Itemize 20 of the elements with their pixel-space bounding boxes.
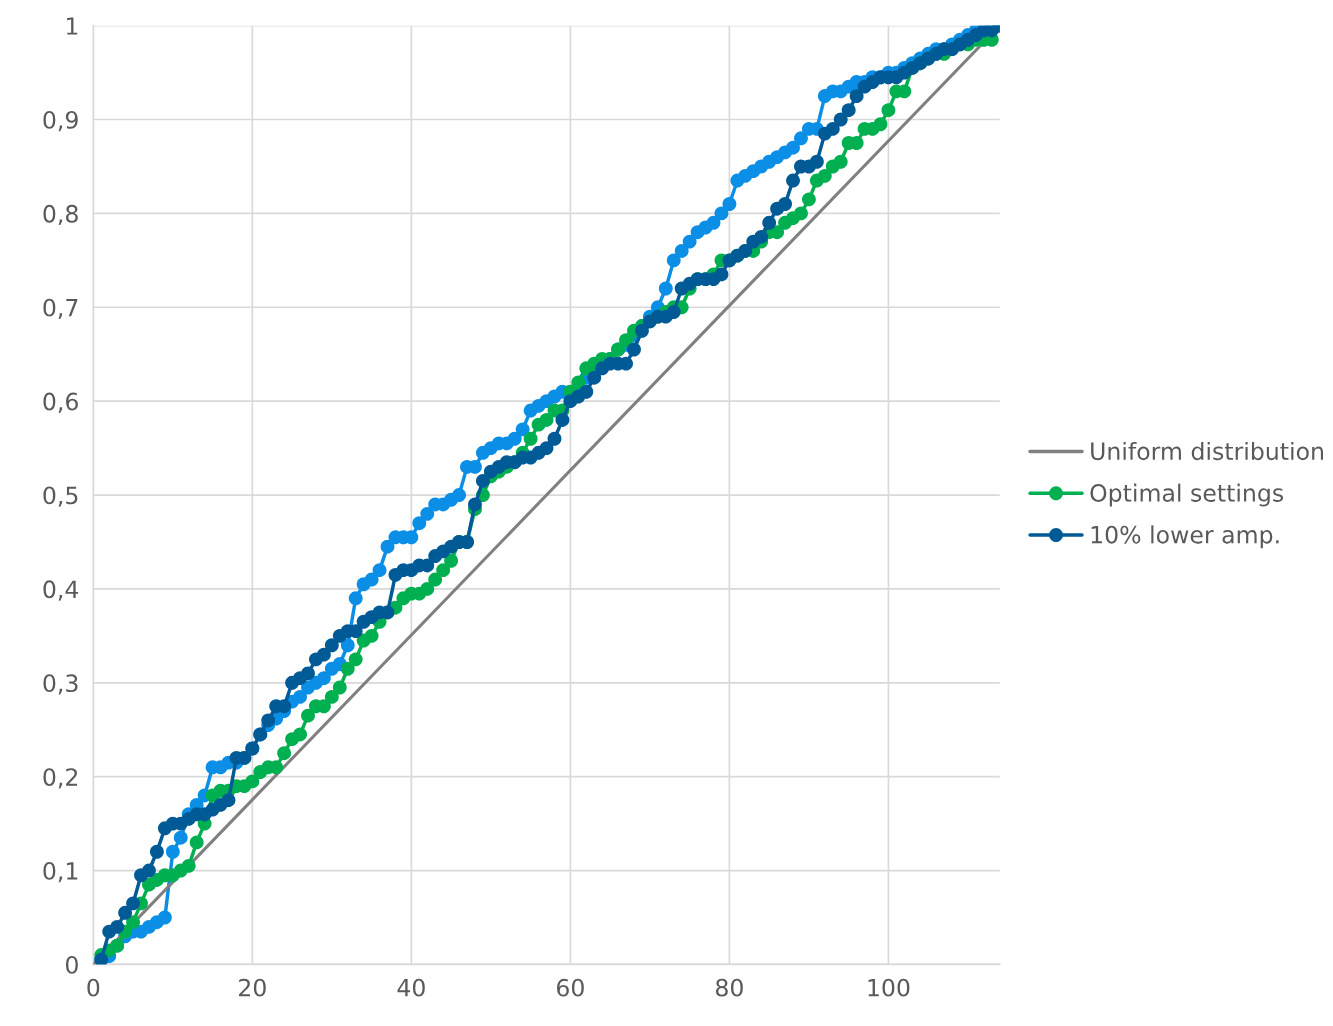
y-tick-label: 0,2 xyxy=(43,768,78,789)
y-tick-label: 0,1 xyxy=(43,862,78,883)
y-tick-label: 0,3 xyxy=(43,674,78,695)
legend-label: Optimal settings xyxy=(1090,483,1284,507)
y-tick-label: 0,5 xyxy=(43,486,78,507)
x-tick-label: 40 xyxy=(397,978,425,997)
x-tick-label: 0 xyxy=(87,978,100,997)
y-tick-label: 0,7 xyxy=(43,298,78,319)
x-tick-label: 100 xyxy=(868,978,910,997)
legend-label: Uniform distribution xyxy=(1091,441,1324,461)
legend-label: 10% lower amp. xyxy=(1091,525,1279,549)
y-tick-label: 0,4 xyxy=(43,580,79,601)
x-tick-label: 80 xyxy=(715,978,743,997)
y-tick-label: 0,8 xyxy=(43,204,78,226)
x-tick-label: 20 xyxy=(239,978,266,997)
y-tick-label: 1 xyxy=(66,17,78,35)
x-tick-label: 60 xyxy=(557,978,584,997)
y-tick-label: 0,6 xyxy=(43,392,78,413)
y-tick-label: 0 xyxy=(65,955,78,974)
y-tick-label: 0,9 xyxy=(43,110,78,132)
